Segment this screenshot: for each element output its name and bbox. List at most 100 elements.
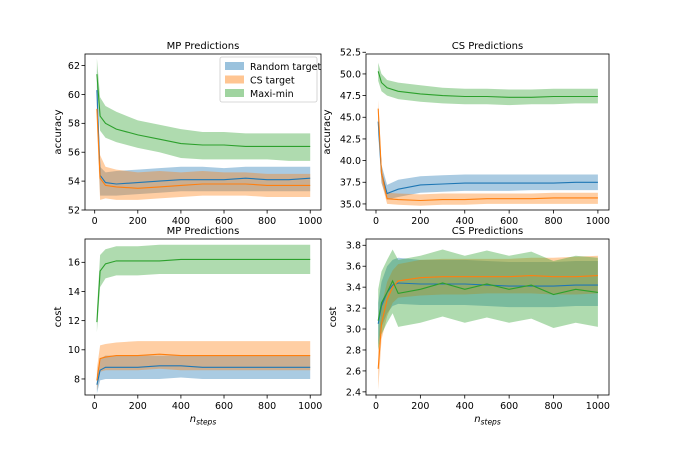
y-tick-label: 60 [68, 90, 80, 101]
band-cs [378, 255, 598, 390]
x-tick-label: 1000 [586, 216, 610, 227]
band-maximin [378, 249, 598, 350]
panel-title: MP Predictions [167, 226, 240, 237]
y-tick-label: 35.0 [340, 199, 361, 210]
data-layer [377, 62, 598, 206]
x-tick-label: 200 [411, 401, 429, 412]
line-cs [377, 108, 598, 202]
x-tick-label: 1000 [586, 401, 610, 412]
y-tick-label: 58 [68, 119, 80, 130]
y-tick-label: 56 [68, 148, 80, 159]
line-random [96, 90, 311, 185]
panel-2: 0 200 400 600 800 1000 35.0 37.5 40.0 42.5 45.0 47.… [322, 41, 610, 227]
panel-title: CS Predictions [452, 226, 523, 237]
x-tick-label: 1000 [298, 216, 322, 227]
y-tick-label: 8 [74, 374, 80, 385]
x-tick-label: 600 [215, 401, 233, 412]
legend-swatch-cs [225, 75, 244, 84]
x-tick-label: 0 [92, 401, 98, 412]
y-tick-label: 3.2 [346, 304, 361, 315]
x-axis-label: nsteps [190, 414, 217, 427]
band-maximin [96, 58, 311, 161]
legend-label-maximin: Maxi-min [250, 89, 294, 100]
y-tick-label: 10 [68, 345, 80, 356]
band-maximin [378, 62, 598, 106]
panel-title: MP Predictions [167, 41, 240, 52]
line-cs [377, 275, 598, 369]
panel-3: 0 200 400 600 800 1000 8 10 12 14 16 MP Predictions… [53, 226, 322, 427]
legend-swatch-maximin [225, 89, 244, 97]
x-tick-label: 200 [129, 216, 147, 227]
x-tick-label: 800 [258, 216, 276, 227]
x-tick-label: 400 [456, 401, 474, 412]
band-cs [96, 91, 311, 200]
line-cs [96, 108, 311, 189]
y-axis-label: cost [53, 307, 64, 328]
legend-box [219, 56, 318, 103]
x-tick-label: 0 [92, 216, 98, 227]
y-tick-label: 40.0 [340, 156, 361, 167]
axes-frame [365, 53, 610, 211]
band-random [378, 110, 598, 200]
panel-1: 0 200 400 600 800 1000 52 54 56 58 60 62 MP Predicti… [53, 41, 322, 227]
x-tick-label: 1000 [298, 401, 322, 412]
y-tick-label: 16 [68, 258, 80, 269]
x-tick-label: 0 [373, 216, 379, 227]
y-tick-label: 2.6 [346, 366, 361, 377]
y-axis-label: accuracy [53, 109, 64, 154]
legend-label-cs: CS target [250, 76, 295, 87]
x-tick-label: 600 [500, 401, 518, 412]
x-tick-label: 400 [172, 216, 190, 227]
x-tick-label: 200 [411, 216, 429, 227]
x-tick-label: 400 [172, 401, 190, 412]
data-layer [377, 249, 598, 390]
y-tick-label: 2.4 [346, 387, 361, 398]
x-tick-label: 800 [544, 216, 562, 227]
y-tick-label: 52 [68, 205, 80, 216]
band-cs [378, 99, 598, 206]
y-tick-label: 2.8 [346, 345, 361, 356]
y-tick-label: 3.6 [346, 262, 361, 273]
y-axis-label: cost [328, 307, 339, 328]
x-tick-label: 400 [456, 216, 474, 227]
x-tick-label: 800 [544, 401, 562, 412]
data-layer [96, 244, 311, 394]
line-maximin [377, 71, 598, 98]
band-maximin [96, 244, 311, 333]
x-axis-label-sub: steps [481, 418, 501, 427]
legend: Random target CS target Maxi-min [219, 56, 322, 103]
y-tick-label: 45.0 [340, 113, 361, 124]
axes-frame [84, 53, 322, 211]
y-tick-label: 62 [68, 61, 80, 72]
data-layer [96, 58, 311, 200]
band-cs [96, 341, 311, 391]
line-cs [96, 353, 311, 381]
x-tick-label: 200 [129, 401, 147, 412]
band-random [378, 257, 598, 345]
legend-label-random: Random target [250, 62, 322, 73]
axes-frame [84, 238, 322, 396]
x-tick-label: 800 [258, 401, 276, 412]
y-tick-label: 54 [68, 177, 80, 188]
x-tick-label: 0 [373, 401, 379, 412]
x-tick-label: 600 [500, 216, 518, 227]
y-tick-label: 14 [68, 287, 80, 298]
x-axis-label-sub: steps [196, 418, 216, 427]
line-maximin [96, 258, 311, 323]
panel-title: CS Predictions [452, 41, 523, 52]
band-random [96, 355, 311, 394]
y-tick-label: 50.0 [340, 69, 361, 80]
y-tick-label: 3.8 [346, 241, 361, 252]
y-tick-label: 37.5 [340, 178, 361, 189]
y-tick-label: 3.0 [346, 324, 361, 335]
line-random [377, 121, 598, 195]
y-tick-label: 52.5 [340, 48, 361, 59]
y-axis-label: accuracy [322, 109, 333, 154]
y-tick-label: 42.5 [340, 134, 361, 145]
line-random [96, 365, 311, 385]
x-axis-label-main: n [190, 414, 196, 425]
y-tick-label: 3.4 [346, 283, 361, 294]
line-maximin [377, 279, 598, 321]
line-maximin [96, 74, 311, 147]
